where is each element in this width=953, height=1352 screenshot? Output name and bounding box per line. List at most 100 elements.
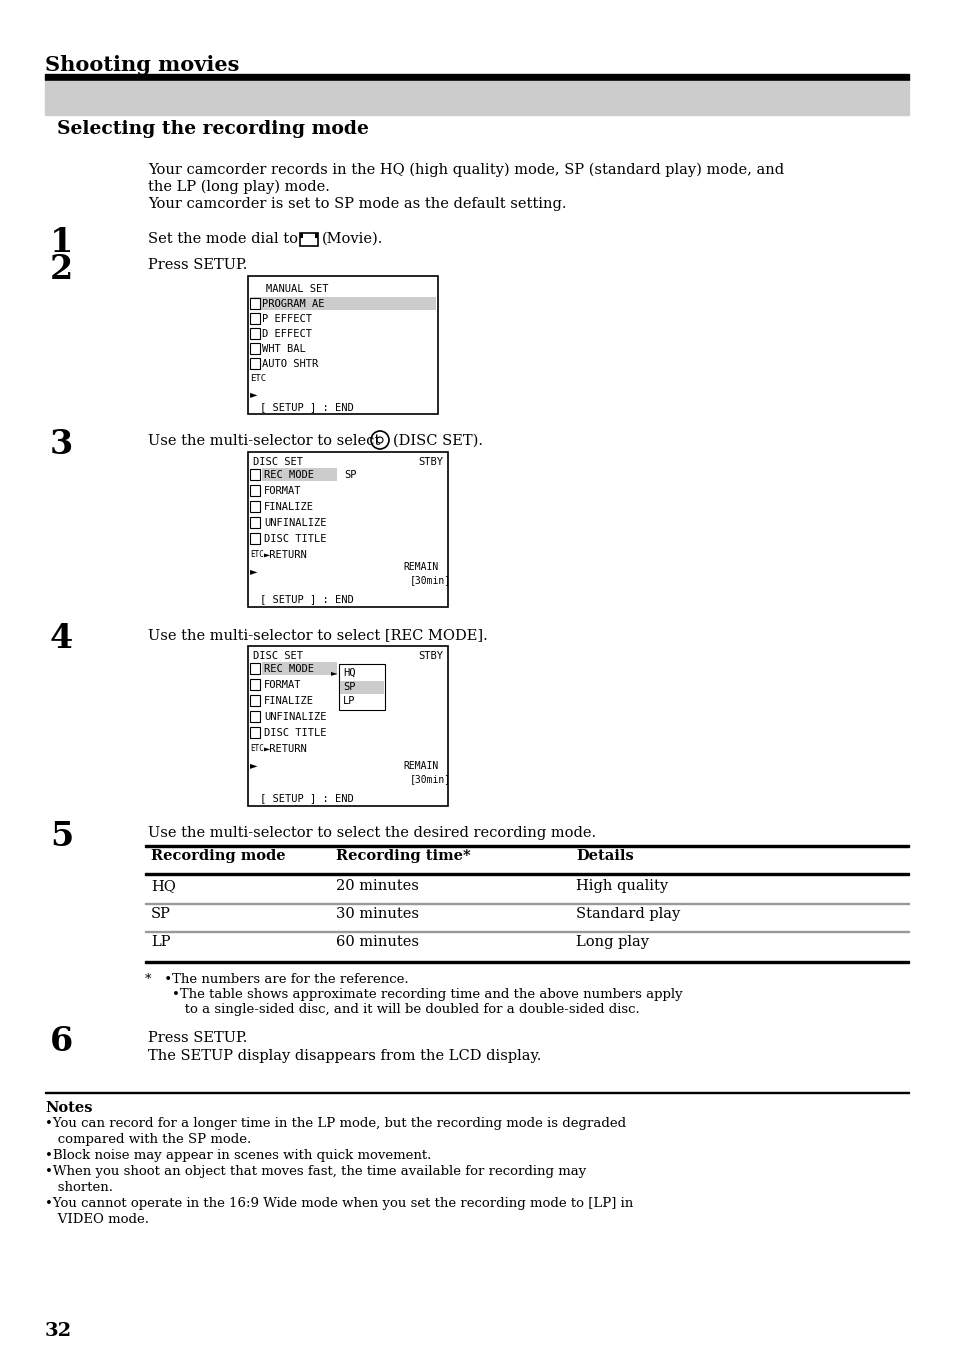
Text: 5: 5	[50, 821, 73, 853]
Text: shorten.: shorten.	[45, 1182, 112, 1194]
Text: STBY: STBY	[417, 457, 442, 466]
Bar	[250, 297, 436, 310]
Text: Use the multi-selector to select: Use the multi-selector to select	[148, 434, 380, 448]
Text: to a single-sided disc, and it will be doubled for a double-sided disc.: to a single-sided disc, and it will be d…	[154, 1003, 639, 1015]
Text: FINALIZE: FINALIZE	[264, 502, 314, 512]
Bar	[250, 485, 260, 496]
Text: The SETUP display disappears from the LCD display.: The SETUP display disappears from the LC…	[148, 1049, 540, 1063]
Text: •Block noise may appear in scenes with quick movement.: •Block noise may appear in scenes with q…	[45, 1149, 431, 1161]
Text: FORMAT: FORMAT	[264, 485, 301, 496]
Text: 2: 2	[50, 253, 73, 287]
Text: [30min]: [30min]	[410, 773, 451, 784]
Text: UNFINALIZE: UNFINALIZE	[264, 518, 326, 529]
Text: [ SETUP ] : END: [ SETUP ] : END	[260, 594, 354, 604]
Text: Press SETUP.: Press SETUP.	[148, 258, 247, 272]
Text: ►RETURN: ►RETURN	[264, 550, 308, 560]
Bar	[299, 233, 303, 238]
Text: •You cannot operate in the 16:9 Wide mode when you set the recording mode to [LP: •You cannot operate in the 16:9 Wide mod…	[45, 1197, 633, 1210]
Text: HQ: HQ	[343, 668, 355, 677]
Text: SP: SP	[151, 907, 171, 921]
Text: 60 minutes: 60 minutes	[335, 936, 418, 949]
Text: •You can record for a longer time in the LP mode, but the recording mode is degr: •You can record for a longer time in the…	[45, 1117, 625, 1130]
Text: compared with the SP mode.: compared with the SP mode.	[45, 1133, 251, 1146]
Text: REMAIN: REMAIN	[402, 562, 437, 572]
Text: 3: 3	[50, 429, 73, 461]
Bar	[145, 873, 908, 875]
Bar	[250, 297, 260, 310]
Bar	[250, 358, 260, 369]
Text: 6: 6	[50, 1025, 73, 1059]
Text: (Movie).: (Movie).	[322, 233, 383, 246]
Bar	[145, 961, 908, 963]
Text: REC MODE: REC MODE	[264, 664, 314, 675]
Bar	[250, 679, 260, 690]
Text: [ SETUP ] : END: [ SETUP ] : END	[260, 794, 354, 803]
Text: Recording mode: Recording mode	[151, 849, 285, 863]
Text: Use the multi-selector to select [REC MODE].: Use the multi-selector to select [REC MO…	[148, 627, 487, 642]
Text: DISC TITLE: DISC TITLE	[264, 727, 326, 738]
Text: FORMAT: FORMAT	[264, 680, 301, 690]
Text: VIDEO mode.: VIDEO mode.	[45, 1213, 149, 1226]
Text: 20 minutes: 20 minutes	[335, 879, 418, 894]
Text: High quality: High quality	[576, 879, 667, 894]
Text: Details: Details	[576, 849, 633, 863]
Text: Shooting movies: Shooting movies	[45, 55, 239, 74]
Text: MANUAL SET: MANUAL SET	[266, 284, 328, 293]
Bar	[250, 727, 260, 738]
Text: AUTO SHTR: AUTO SHTR	[262, 360, 318, 369]
Bar	[145, 845, 908, 846]
Text: D EFFECT: D EFFECT	[262, 329, 312, 339]
Bar	[45, 81, 908, 115]
Text: Recording time*: Recording time*	[335, 849, 470, 863]
Bar	[250, 533, 260, 544]
Bar	[250, 662, 260, 675]
Text: FINALIZE: FINALIZE	[264, 696, 314, 706]
Bar	[250, 711, 260, 722]
Text: the LP (long play) mode.: the LP (long play) mode.	[148, 180, 330, 195]
Bar	[250, 469, 260, 480]
Text: ►RETURN: ►RETURN	[264, 744, 308, 754]
Text: Standard play: Standard play	[576, 907, 679, 921]
Text: ETC: ETC	[250, 375, 266, 383]
Bar	[250, 695, 260, 706]
Text: PROGRAM AE: PROGRAM AE	[262, 299, 324, 310]
Text: (DISC SET).: (DISC SET).	[393, 434, 482, 448]
Bar	[45, 74, 908, 80]
Bar	[248, 276, 437, 414]
Text: REC MODE: REC MODE	[264, 470, 314, 480]
Text: [ SETUP ] : END: [ SETUP ] : END	[260, 402, 354, 412]
Text: ►: ►	[331, 668, 337, 677]
Bar	[250, 329, 260, 339]
Bar	[250, 516, 260, 529]
Text: Notes: Notes	[45, 1101, 92, 1115]
Text: UNFINALIZE: UNFINALIZE	[264, 713, 326, 722]
Text: •When you shoot an object that moves fast, the time available for recording may: •When you shoot an object that moves fas…	[45, 1165, 586, 1178]
Bar	[338, 664, 385, 710]
Text: DISC SET: DISC SET	[253, 457, 303, 466]
Bar	[250, 343, 260, 354]
Text: ETC: ETC	[250, 550, 264, 558]
Bar	[262, 662, 336, 675]
Text: *   •The numbers are for the reference.: * •The numbers are for the reference.	[145, 973, 408, 986]
Text: REMAIN: REMAIN	[402, 761, 437, 771]
Text: HQ: HQ	[151, 879, 175, 894]
Text: Selecting the recording mode: Selecting the recording mode	[57, 120, 369, 138]
Text: P EFFECT: P EFFECT	[262, 314, 312, 324]
Text: Your camcorder records in the HQ (high quality) mode, SP (standard play) mode, a: Your camcorder records in the HQ (high q…	[148, 164, 783, 177]
Bar	[250, 314, 260, 324]
Text: Set the mode dial to: Set the mode dial to	[148, 233, 297, 246]
Text: Use the multi-selector to select the desired recording mode.: Use the multi-selector to select the des…	[148, 826, 596, 840]
Bar	[250, 502, 260, 512]
Text: 30 minutes: 30 minutes	[335, 907, 418, 921]
Bar	[248, 452, 448, 607]
Bar	[314, 233, 317, 238]
Bar	[299, 233, 317, 246]
Text: WHT BAL: WHT BAL	[262, 343, 305, 354]
Text: DISC SET: DISC SET	[253, 652, 303, 661]
Text: ►: ►	[250, 389, 257, 399]
Text: •The table shows approximate recording time and the above numbers apply: •The table shows approximate recording t…	[154, 988, 682, 1000]
Text: [30min]: [30min]	[410, 575, 451, 585]
Bar	[262, 468, 336, 481]
Text: 4: 4	[50, 622, 73, 654]
Bar	[248, 646, 448, 806]
